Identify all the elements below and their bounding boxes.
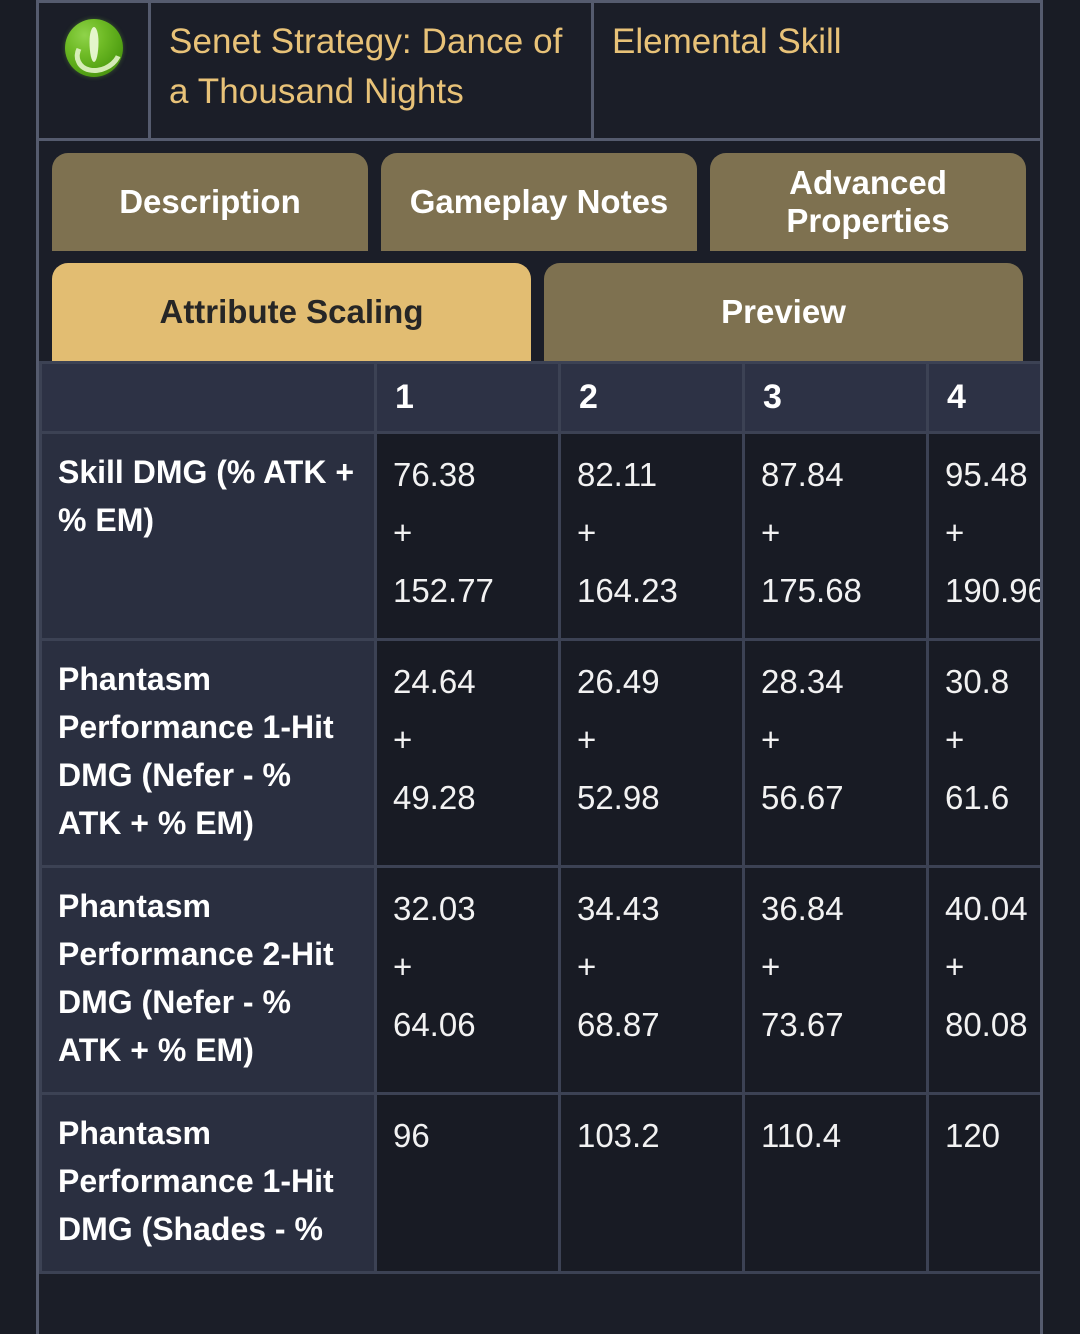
cell-bottom-value: 190.96: [944, 572, 1040, 609]
cell-operator: +: [576, 721, 597, 758]
primary-tab-row: Description Gameplay Notes Advanced Prop…: [39, 141, 1040, 251]
frame-right-border: [1040, 0, 1043, 1334]
table-cell: 96: [373, 1092, 561, 1274]
page-right-gutter: [1043, 0, 1080, 1334]
column-header-level-3: 3: [741, 361, 929, 434]
cell-operator: +: [944, 514, 965, 551]
cell-operator: +: [760, 948, 781, 985]
table-corner-cell: [39, 361, 377, 434]
table-cell: 87.84 + 175.68: [741, 431, 929, 641]
tab-description[interactable]: Description: [52, 153, 368, 251]
table-row: Phantasm Performance 1-Hit DMG (Nefer - …: [39, 638, 1040, 868]
frame-left-border: [36, 0, 39, 1334]
tab-advanced-properties[interactable]: Advanced Properties: [710, 153, 1026, 251]
cell-top-value: 30.8: [944, 663, 1010, 700]
table-cell: 103.2: [557, 1092, 745, 1274]
cell-top-value: 110.4: [760, 1117, 842, 1154]
column-header-level-4: 4: [925, 361, 1040, 434]
table-cell: 30.8 + 61.6: [925, 638, 1040, 868]
talent-type-cell: Elemental Skill: [594, 3, 1040, 138]
cell-operator: +: [944, 721, 965, 758]
cell-bottom-value: 164.23: [576, 572, 678, 609]
cell-bottom-value: 52.98: [576, 779, 660, 816]
talent-type: Elemental Skill: [612, 22, 842, 61]
cell-operator: +: [392, 721, 413, 758]
cell-top-value: 87.84: [760, 456, 844, 493]
cell-top-value: 120: [944, 1117, 1001, 1154]
table-cell: 120: [925, 1092, 1040, 1274]
table-head: 1 2 3 4 5: [39, 361, 1040, 434]
cell-bottom-value: 56.67: [760, 779, 844, 816]
table-cell: 32.03 + 64.06: [373, 865, 561, 1095]
cell-top-value: 26.49: [576, 663, 660, 700]
cell-top-value: 34.43: [576, 890, 660, 927]
row-label: Phantasm Performance 1-Hit DMG (Nefer - …: [39, 638, 377, 868]
cell-bottom-value: 61.6: [944, 779, 1010, 816]
cell-bottom-value: 80.08: [944, 1006, 1028, 1043]
talent-icon-cell: [39, 3, 151, 138]
cell-top-value: 76.38: [392, 456, 476, 493]
table-cell: 76.38 + 152.77: [373, 431, 561, 641]
talent-name-cell: Senet Strategy: Dance of a Thousand Nigh…: [151, 3, 594, 138]
cell-top-value: 32.03: [392, 890, 476, 927]
table-cell: 34.43 + 68.87: [557, 865, 745, 1095]
table-cell: 36.84 + 73.67: [741, 865, 929, 1095]
cell-top-value: 95.48: [944, 456, 1028, 493]
cell-operator: +: [392, 514, 413, 551]
cell-top-value: 103.2: [576, 1117, 660, 1154]
cell-operator: +: [944, 948, 965, 985]
table-cell: 26.49 + 52.98: [557, 638, 745, 868]
table-cell: 95.48 + 190.96: [925, 431, 1040, 641]
cell-operator: +: [760, 514, 781, 551]
attribute-scaling-table-wrapper[interactable]: 1 2 3 4 5 Skill DMG (% ATK + % EM) 76.38…: [39, 361, 1040, 1274]
talent-header: Senet Strategy: Dance of a Thousand Nigh…: [39, 0, 1040, 141]
table-row: Phantasm Performance 2-Hit DMG (Nefer - …: [39, 865, 1040, 1095]
content-column: Senet Strategy: Dance of a Thousand Nigh…: [39, 0, 1040, 1334]
dendro-element-icon: [64, 19, 123, 77]
cell-top-value: 28.34: [760, 663, 844, 700]
table-header-row: 1 2 3 4 5: [39, 361, 1040, 434]
tab-preview[interactable]: Preview: [544, 263, 1023, 361]
row-label: Phantasm Performance 2-Hit DMG (Nefer - …: [39, 865, 377, 1095]
cell-top-value: 24.64: [392, 663, 476, 700]
row-label: Phantasm Performance 1-Hit DMG (Shades -…: [39, 1092, 377, 1274]
table-cell: 40.04 + 80.08: [925, 865, 1040, 1095]
cell-bottom-value: 152.77: [392, 572, 494, 609]
cell-operator: +: [576, 948, 597, 985]
table-cell: 82.11 + 164.23: [557, 431, 745, 641]
cell-bottom-value: 49.28: [392, 779, 476, 816]
attribute-scaling-table: 1 2 3 4 5 Skill DMG (% ATK + % EM) 76.38…: [39, 361, 1040, 1274]
secondary-tab-row: Attribute Scaling Preview: [39, 251, 1040, 361]
tab-gameplay-notes[interactable]: Gameplay Notes: [381, 153, 697, 251]
table-row: Skill DMG (% ATK + % EM) 76.38 + 152.77 …: [39, 431, 1040, 641]
cell-bottom-value: 175.68: [760, 572, 862, 609]
cell-top-value: 36.84: [760, 890, 844, 927]
row-label: Skill DMG (% ATK + % EM): [39, 431, 377, 641]
table-row: Phantasm Performance 1-Hit DMG (Shades -…: [39, 1092, 1040, 1274]
table-body: Skill DMG (% ATK + % EM) 76.38 + 152.77 …: [39, 431, 1040, 1274]
cell-operator: +: [392, 948, 413, 985]
table-cell: 28.34 + 56.67: [741, 638, 929, 868]
cell-operator: +: [760, 721, 781, 758]
page-left-gutter: [0, 0, 36, 1334]
cell-top-value: 82.11: [576, 456, 658, 493]
table-cell: 24.64 + 49.28: [373, 638, 561, 868]
table-cell: 110.4: [741, 1092, 929, 1274]
column-header-level-1: 1: [373, 361, 561, 434]
tab-attribute-scaling[interactable]: Attribute Scaling: [52, 263, 531, 361]
cell-bottom-value: 73.67: [760, 1006, 844, 1043]
cell-bottom-value: 64.06: [392, 1006, 476, 1043]
cell-bottom-value: 68.87: [576, 1006, 660, 1043]
cell-operator: +: [576, 514, 597, 551]
column-header-level-2: 2: [557, 361, 745, 434]
cell-top-value: 40.04: [944, 890, 1028, 927]
talent-name: Senet Strategy: Dance of a Thousand Nigh…: [169, 22, 563, 111]
cell-top-value: 96: [392, 1117, 430, 1154]
